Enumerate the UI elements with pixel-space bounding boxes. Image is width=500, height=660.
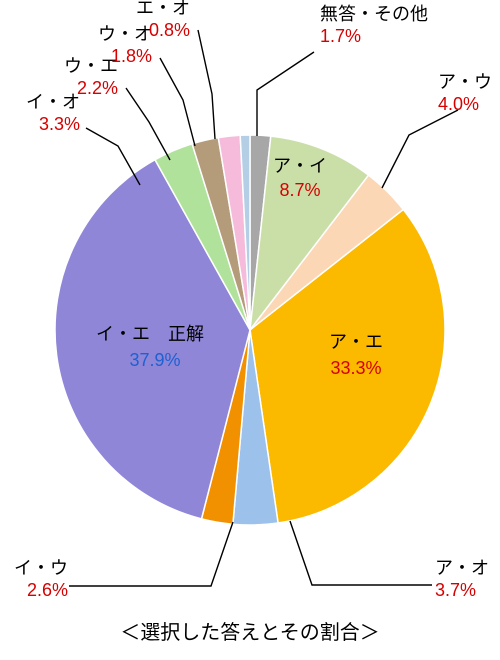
- slice-pct-noanswer: 1.7%: [320, 26, 361, 46]
- chart-caption: ＜選択した答えとその割合＞: [0, 616, 500, 645]
- slice-pct-a_i: 8.7%: [279, 180, 320, 200]
- slice-pct-i_u: 2.6%: [27, 580, 68, 600]
- slice-label-e_o: エ・オ: [136, 0, 190, 18]
- slice-label-a_u: ア・ウ: [438, 72, 492, 92]
- slice-label-i_e: イ・エ 正解: [96, 324, 204, 344]
- slice-label-a_i: ア・イ: [273, 156, 327, 176]
- slice-label-a_e: ア・エ: [329, 332, 383, 352]
- slice-label-noanswer: 無答・その他: [320, 4, 428, 24]
- slice-label-u_e: ウ・エ: [64, 56, 118, 76]
- slice-label-u_o: ウ・オ: [98, 24, 152, 44]
- slice-label-a_o: ア・オ: [435, 558, 489, 578]
- slice-pct-e_o: 0.8%: [149, 20, 190, 40]
- pie-chart-svg: 無答・その他1.7% ア・イ 8.7% ア・ウ4.0% ア・エ 33.3% ア・オ3.7% イ…: [0, 0, 500, 620]
- slice-pct-a_u: 4.0%: [438, 94, 479, 114]
- pie-chart-container: 無答・その他1.7% ア・イ 8.7% ア・ウ4.0% ア・エ 33.3% ア・オ3.7% イ…: [0, 0, 500, 660]
- slice-pct-i_o: 3.3%: [39, 114, 80, 134]
- slice-label-i_o: イ・オ: [26, 92, 80, 112]
- slice-pct-u_o: 1.8%: [111, 46, 152, 66]
- slice-pct-u_e: 2.2%: [77, 78, 118, 98]
- slice-pct-a_o: 3.7%: [435, 580, 476, 600]
- slice-pct-i_e: 37.9%: [129, 350, 180, 370]
- slice-label-i_u: イ・ウ: [14, 558, 68, 578]
- slice-pct-a_e: 33.3%: [330, 358, 381, 378]
